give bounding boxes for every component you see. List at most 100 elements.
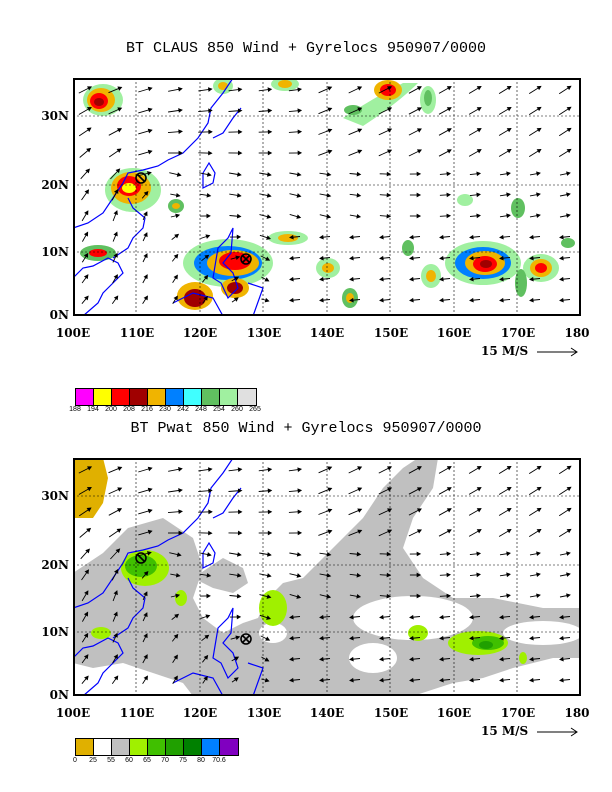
wind-vector-arrowhead xyxy=(319,234,324,240)
wind-vector-arrowhead xyxy=(529,276,534,282)
wind-vector-arrowhead xyxy=(84,590,89,596)
wind-vector-arrowhead xyxy=(439,297,444,303)
wind-vector-arrowhead xyxy=(446,593,452,599)
legend-swatch xyxy=(202,389,220,405)
wind-vector-arrowhead xyxy=(409,656,414,662)
wind-vector-arrowhead xyxy=(289,635,294,641)
wind-vector-arrowhead xyxy=(416,572,422,578)
wind-vector-arrowhead xyxy=(566,465,572,471)
wind-vector-arrowhead xyxy=(446,572,452,578)
wind-vector-arrowhead xyxy=(387,487,393,492)
wind-vector-arrowhead xyxy=(178,129,183,134)
legend-tick-label: 248 xyxy=(195,406,207,413)
wind-vector-arrowhead xyxy=(439,656,444,662)
wind-vector-arrowhead xyxy=(143,190,149,196)
wind-vector-arrowhead xyxy=(559,255,564,261)
wind-vector-arrowhead xyxy=(469,255,474,261)
wind-vector-arrowhead xyxy=(178,87,183,92)
wind-vector-arrowhead xyxy=(319,255,324,261)
wind-vector-arrowhead xyxy=(238,129,243,135)
wind-vector-arrowhead xyxy=(566,486,572,492)
wind-vector-arrowhead xyxy=(289,234,294,240)
wind-vector-arrowhead xyxy=(113,274,118,280)
wind-vector-arrowhead xyxy=(327,107,333,112)
top-map-gridlines xyxy=(73,78,581,316)
wind-vector-arrowhead xyxy=(236,614,242,620)
legend-swatch xyxy=(76,389,94,405)
legend-tick-label: 70 xyxy=(161,757,169,764)
wind-vector-arrowhead xyxy=(236,572,242,578)
wind-vector-arrowhead xyxy=(439,276,444,282)
wind-vector-arrowhead xyxy=(356,213,362,219)
wind-vector-arrowhead xyxy=(264,657,270,662)
legend-tick-label: 254 xyxy=(213,406,225,413)
wind-vector-arrowhead xyxy=(87,86,93,91)
wind-vector-arrowhead xyxy=(386,192,392,198)
wind-vector-arrowhead xyxy=(446,213,452,219)
legend-swatch xyxy=(166,389,184,405)
wind-vector-arrowhead xyxy=(83,611,89,617)
bottom-lon-label: 130E xyxy=(246,706,282,720)
wind-vector-arrowhead xyxy=(113,231,118,237)
wind-vector-arrowhead xyxy=(416,213,422,219)
wind-vector-arrowhead xyxy=(536,465,542,471)
wind-vector-arrowhead xyxy=(234,276,240,281)
wind-vector-arrowhead xyxy=(147,128,153,134)
wind-vector-arrowhead xyxy=(207,87,213,92)
wind-vector-arrowhead xyxy=(476,551,482,557)
wind-vector-arrowhead xyxy=(357,466,363,471)
wind-vector-arrowhead xyxy=(506,507,512,513)
legend-tick-label: 0 xyxy=(73,757,77,764)
wind-vector-arrowhead xyxy=(356,593,362,599)
wind-vector-arrowhead xyxy=(206,572,212,578)
wind-vector-arrowhead xyxy=(506,529,512,534)
wind-vector-arrowhead xyxy=(416,508,422,513)
wind-vector-arrowhead xyxy=(356,551,362,557)
wind-vector-arrowhead xyxy=(416,107,422,112)
wind-vector-arrowhead xyxy=(237,488,243,494)
wind-vector-arrowhead xyxy=(175,593,181,599)
bottom-map-panel xyxy=(73,458,581,696)
wind-vector-arrowhead xyxy=(267,172,272,177)
wind-vector-arrowhead xyxy=(536,507,542,513)
legend-swatch xyxy=(238,389,256,405)
wind-vector-arrowhead xyxy=(566,127,572,133)
wind-vector-arrowhead xyxy=(357,107,363,112)
legend-swatch xyxy=(166,739,184,755)
wind-vector-arrowhead xyxy=(264,277,270,282)
bottom-lon-label: 150E xyxy=(373,706,409,720)
wind-vector-arrowhead xyxy=(264,297,270,303)
wind-vector-arrowhead xyxy=(203,675,208,681)
wind-vector-arrowhead xyxy=(357,128,363,133)
top-lat-label: 0N xyxy=(49,308,69,322)
legend-tick-label: 216 xyxy=(141,406,153,413)
wind-vector-arrowhead xyxy=(566,171,571,176)
wind-vector-arrowhead xyxy=(559,656,564,662)
wind-vector-arrowhead xyxy=(409,276,414,282)
legend-swatch xyxy=(148,739,166,755)
top-map-title: BT CLAUS 850 Wind + Gyrelocs 950907/0000 xyxy=(125,40,487,57)
wind-vector-arrowhead xyxy=(357,487,363,492)
top-lon-label: 140E xyxy=(309,326,345,340)
wind-vector-arrowhead xyxy=(117,508,123,513)
wind-vector-arrowhead xyxy=(499,276,504,282)
wind-vector-arrowhead xyxy=(349,677,354,683)
wind-vector-arrowhead xyxy=(326,551,332,557)
wind-vector-arrowhead xyxy=(327,86,333,91)
wind-vector-arrowhead xyxy=(208,150,213,156)
wind-vector-arrowhead xyxy=(536,106,542,112)
wind-vector-arrowhead xyxy=(114,188,119,194)
coastlines xyxy=(73,458,264,696)
bottom-lon-label: 160E xyxy=(436,706,472,720)
wind-vector-arrowhead xyxy=(208,129,213,135)
legend-tick-label: 200 xyxy=(105,406,117,413)
legend-swatch xyxy=(130,389,148,405)
legend-tick-label: 70.6 xyxy=(212,757,226,764)
legend-swatch xyxy=(112,739,130,755)
wind-vector-arrowhead xyxy=(173,633,179,639)
top-lon-label: 150E xyxy=(373,326,409,340)
wind-vector-arrowhead xyxy=(113,252,118,258)
wind-vector-arrowhead xyxy=(178,509,183,514)
wind-vector-arrowhead xyxy=(113,675,119,681)
wind-vector-arrowhead xyxy=(327,466,333,471)
